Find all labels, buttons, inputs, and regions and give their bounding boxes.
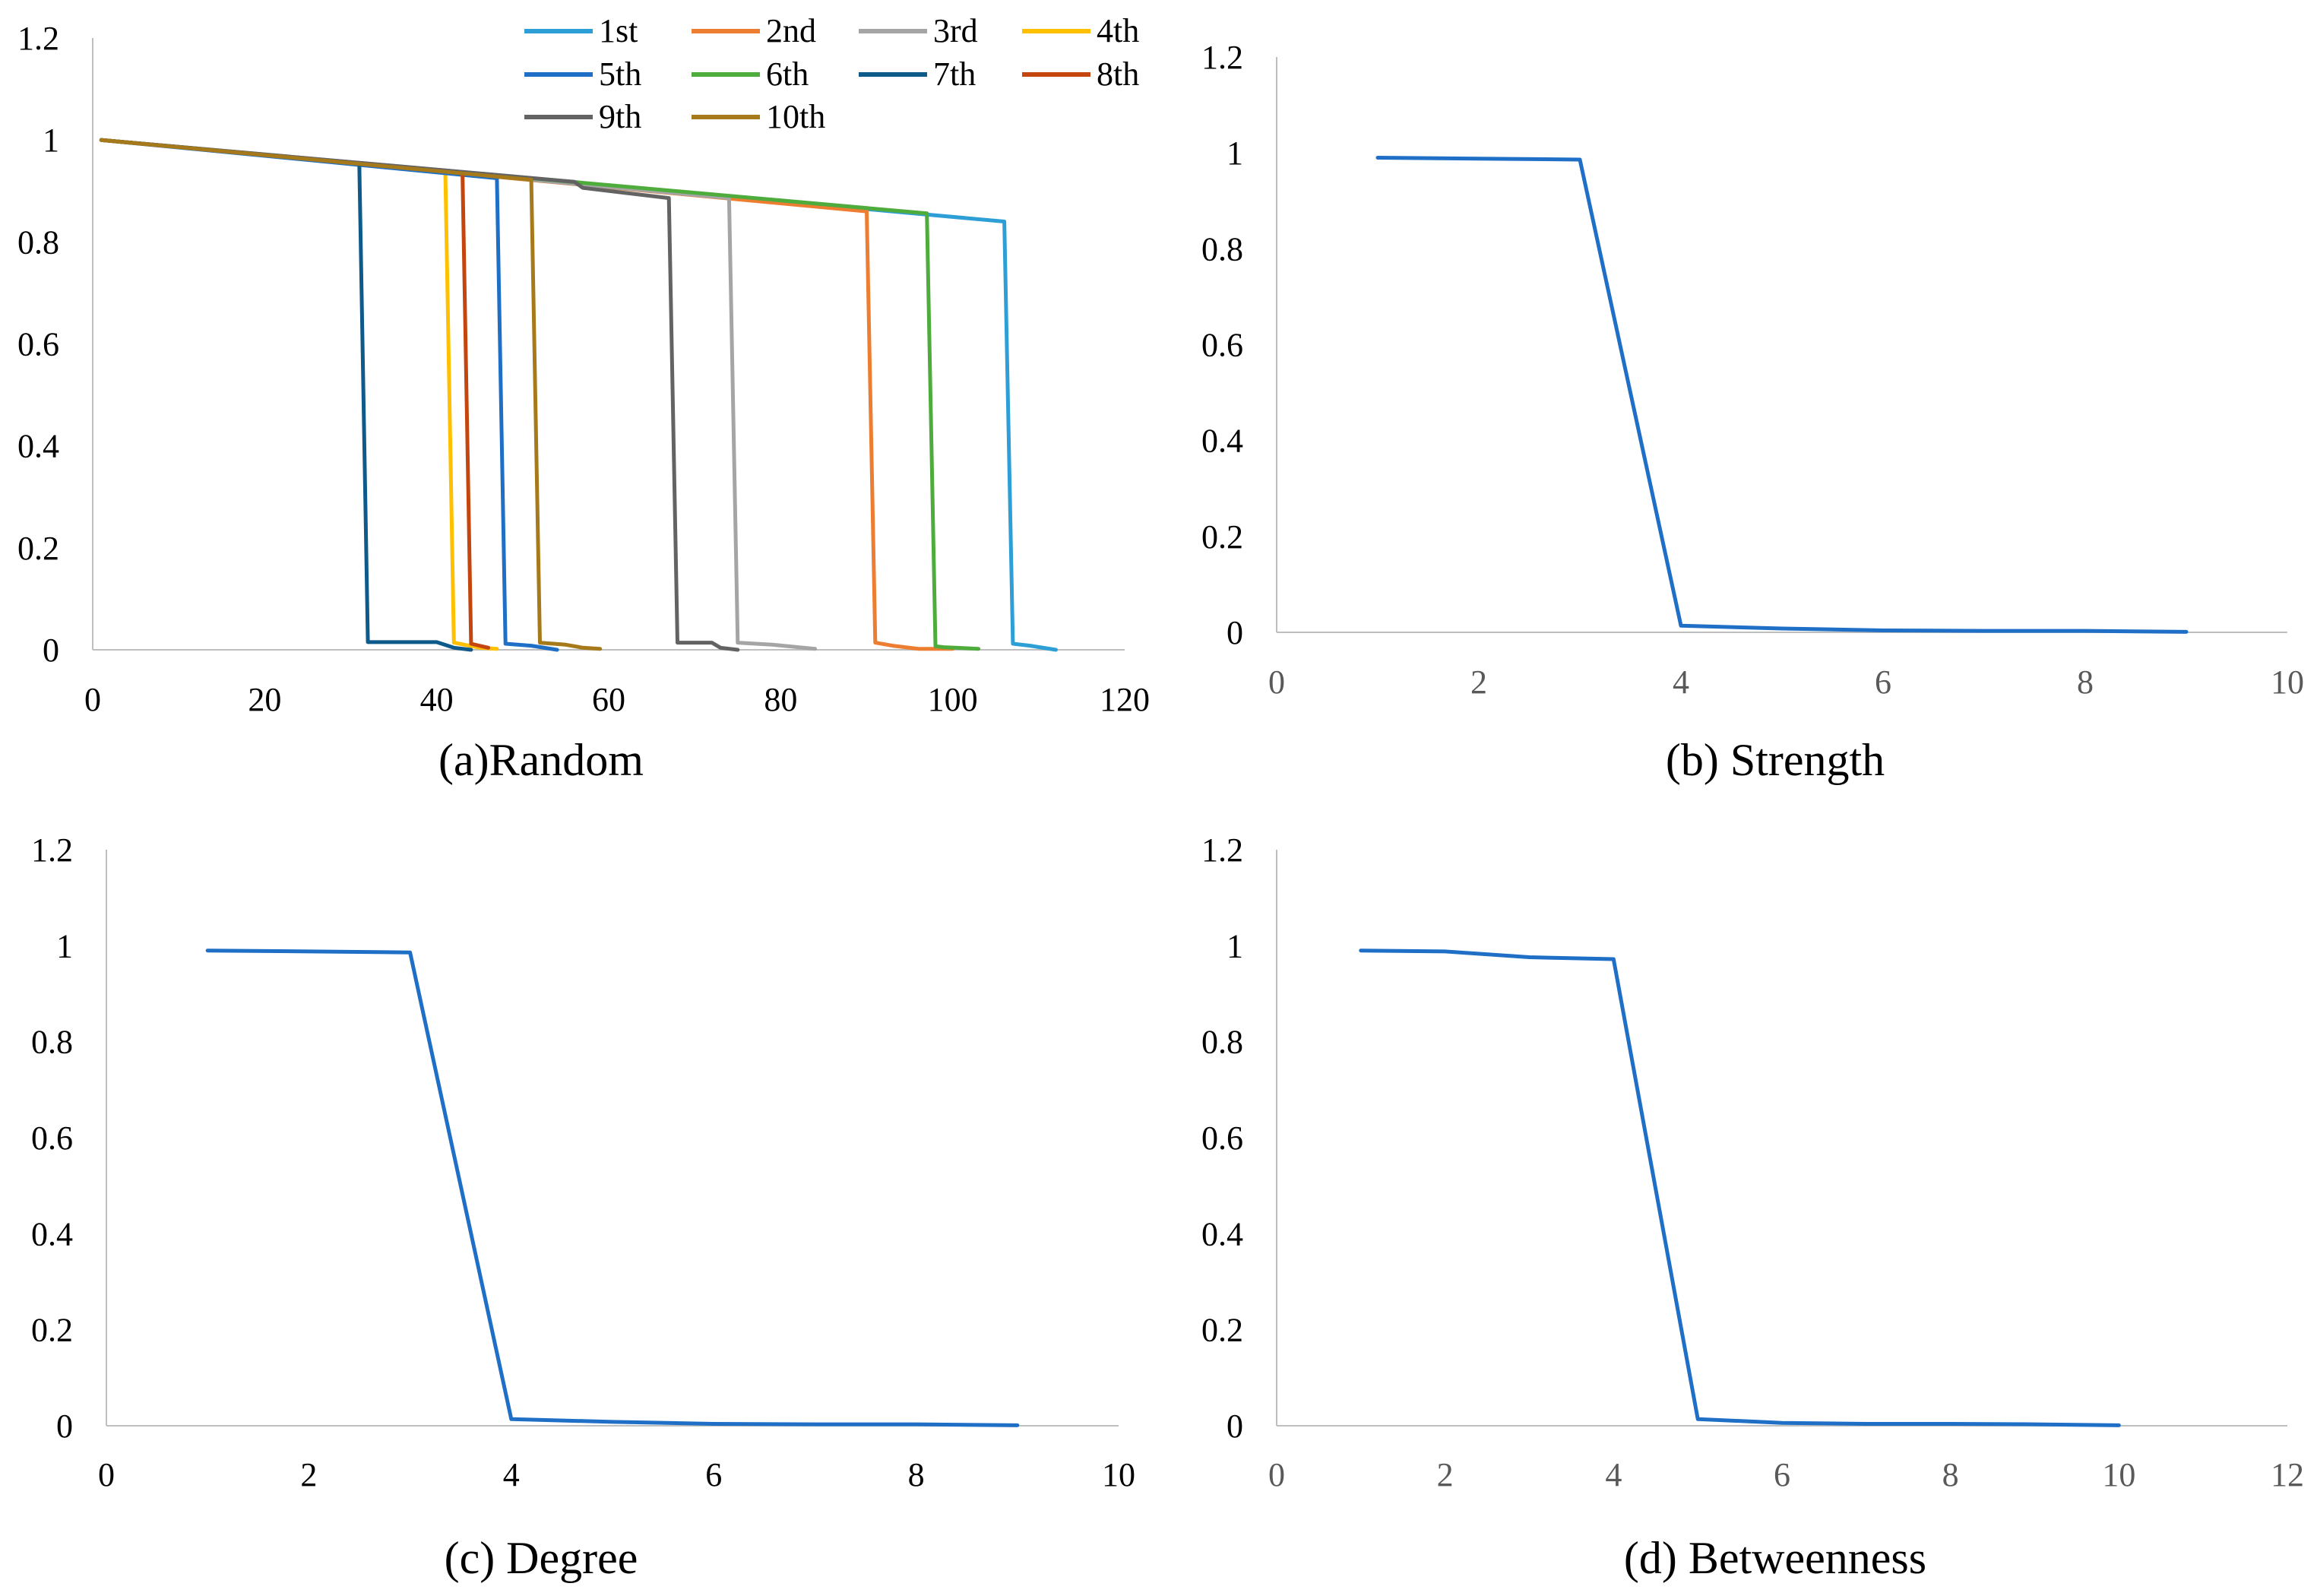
legend-label: 10th — [766, 98, 825, 135]
x-tick-label: 20 — [248, 681, 281, 718]
x-tick-label: 2 — [1470, 663, 1487, 701]
x-tick-label: 8 — [2077, 663, 2094, 701]
y-tick-label: 0.4 — [17, 428, 59, 465]
y-tick-label: 0 — [43, 632, 59, 669]
x-tick-label: 12 — [2271, 1456, 2304, 1493]
chart-caption: (d) Betweenness — [1624, 1533, 1926, 1583]
series-line-4th — [99, 138, 499, 651]
x-tick-label: 10 — [2102, 1456, 2135, 1493]
y-tick-label: 1.2 — [17, 20, 59, 57]
series-line-1st — [99, 138, 1058, 652]
series-line-7th — [99, 138, 473, 652]
x-tick-label: 0 — [1268, 663, 1285, 701]
x-tick-label: 4 — [1673, 663, 1689, 701]
x-tick-label: 8 — [1942, 1456, 1959, 1493]
series-line-8th — [99, 138, 491, 650]
y-tick-label: 0.6 — [31, 1119, 73, 1157]
x-tick-label: 4 — [503, 1456, 520, 1493]
y-tick-label: 1 — [56, 927, 73, 964]
y-tick-label: 0 — [1227, 614, 1243, 651]
x-tick-label: 0 — [84, 681, 101, 718]
series-line-9th — [99, 138, 740, 652]
series-line-6th — [99, 138, 981, 651]
series-line-5th — [99, 138, 559, 652]
legend-label: 3rd — [933, 12, 978, 49]
x-tick-label: 2 — [1437, 1456, 1454, 1493]
x-tick-label: 10 — [1102, 1456, 1135, 1493]
x-tick-label: 6 — [1774, 1456, 1790, 1493]
y-tick-label: 1.2 — [1201, 39, 1243, 76]
legend-label: 7th — [933, 55, 976, 93]
chart-panel-c: 0 0.2 0.4 0.6 0.8 1 1.2 0 2 4 6 8 10 (c) Degree — [31, 831, 1135, 1583]
y-tick-label: 0.8 — [17, 223, 59, 261]
legend-label: 1st — [599, 12, 638, 49]
y-tick-label: 0.2 — [1201, 1312, 1243, 1349]
y-tick-label: 0.8 — [31, 1024, 73, 1061]
y-tick-label: 0.4 — [31, 1215, 73, 1252]
y-tick-label: 0 — [1227, 1408, 1243, 1445]
series-line-strength — [1375, 156, 2189, 634]
y-tick-label: 0 — [56, 1408, 73, 1445]
chart-panel-a: 0 0.2 0.4 0.6 0.8 1 1.2 0 20 40 60 80 100 120 1st 2nd 3r… — [17, 12, 1150, 785]
series-line-10th — [99, 138, 603, 651]
y-tick-label: 1.2 — [31, 831, 73, 869]
x-tick-label: 4 — [1605, 1456, 1622, 1493]
y-tick-label: 0.8 — [1201, 230, 1243, 268]
x-tick-label: 8 — [908, 1456, 925, 1493]
legend: 1st 2nd 3rd 4th 5th 6th 7th 8th 9th 10th — [524, 12, 1139, 135]
series-line-3rd — [99, 138, 818, 651]
y-tick-label: 0.8 — [1201, 1024, 1243, 1061]
x-tick-label: 40 — [420, 681, 454, 718]
x-tick-label: 80 — [764, 681, 797, 718]
legend-label: 5th — [599, 55, 641, 93]
chart-panel-d: 0 0.2 0.4 0.6 0.8 1 1.2 0 2 4 6 8 10 12 (d) Betweennes… — [1201, 831, 2304, 1583]
y-tick-label: 1.2 — [1201, 831, 1243, 869]
y-tick-label: 0.2 — [31, 1312, 73, 1349]
series-line-degree — [205, 948, 1020, 1427]
y-tick-label: 0.2 — [17, 530, 59, 567]
legend-label: 8th — [1097, 55, 1139, 93]
y-tick-label: 1 — [1227, 135, 1243, 172]
x-tick-label: 2 — [300, 1456, 317, 1493]
y-tick-label: 0.4 — [1201, 1215, 1243, 1252]
series-line-betweenness — [1359, 948, 2121, 1427]
legend-label: 6th — [766, 55, 809, 93]
y-tick-label: 0.6 — [1201, 1119, 1243, 1157]
y-tick-label: 1 — [43, 122, 59, 159]
x-tick-label: 100 — [928, 681, 978, 718]
y-tick-label: 0.4 — [1201, 423, 1243, 460]
x-tick-label: 0 — [98, 1456, 115, 1493]
x-tick-label: 6 — [705, 1456, 722, 1493]
x-tick-label: 6 — [1875, 663, 1891, 701]
y-tick-label: 0.2 — [1201, 518, 1243, 556]
x-tick-label: 120 — [1100, 681, 1150, 718]
chart-panel-b: 0 0.2 0.4 0.6 0.8 1 1.2 0 2 4 6 8 10 (b) Strength — [1201, 39, 2304, 785]
x-tick-label: 0 — [1268, 1456, 1285, 1493]
chart-caption: (b) Strength — [1666, 735, 1885, 785]
y-tick-label: 1 — [1227, 927, 1243, 964]
chart-caption: (c) Degree — [445, 1533, 638, 1583]
x-tick-label: 10 — [2271, 663, 2304, 701]
chart-caption: (a)Random — [438, 735, 644, 785]
y-tick-label: 0.6 — [1201, 327, 1243, 364]
series-line-2nd — [99, 138, 955, 651]
legend-label: 4th — [1097, 12, 1139, 49]
legend-label: 9th — [599, 98, 641, 135]
y-tick-label: 0.6 — [17, 326, 59, 363]
x-tick-label: 60 — [592, 681, 625, 718]
legend-label: 2nd — [766, 12, 816, 49]
